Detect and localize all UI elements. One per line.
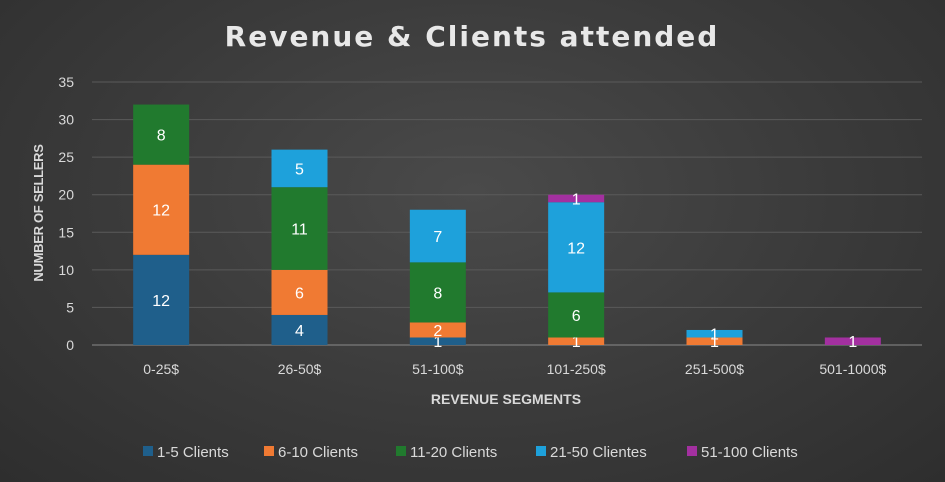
bar-segment: 6 — [548, 292, 605, 338]
bar-segment: 8 — [409, 262, 466, 323]
bar-segment: 1 — [548, 191, 605, 208]
legend-item: 21-50 Clientes — [536, 444, 647, 461]
data-label: 4 — [295, 323, 304, 340]
bar — [133, 254, 190, 345]
legend-swatch — [687, 446, 697, 456]
bar — [271, 269, 328, 315]
x-tick-label: 501-1000$ — [819, 361, 886, 377]
data-label: 2 — [433, 323, 442, 340]
y-tick-label: 35 — [58, 74, 74, 90]
y-tick-label: 5 — [66, 299, 74, 315]
x-tick-label: 251-500$ — [685, 361, 744, 377]
bar — [686, 329, 743, 338]
x-tick-label: 101-250$ — [547, 361, 606, 377]
legend-swatch — [264, 446, 274, 456]
legend-swatch — [396, 446, 406, 456]
x-tick-label: 0-25$ — [143, 361, 179, 377]
x-axis-label: REVENUE SEGMENTS — [431, 391, 581, 407]
data-label: 1 — [710, 334, 719, 351]
legend-swatch — [536, 446, 546, 456]
bar-segment: 1 — [548, 334, 605, 351]
legend-item: 11-20 Clients — [396, 444, 497, 461]
data-label: 1 — [848, 334, 857, 351]
bar — [548, 292, 605, 338]
data-label: 6 — [572, 308, 581, 325]
gridlines — [92, 81, 922, 346]
data-label: 1 — [710, 327, 719, 344]
bar-segment: 8 — [133, 104, 190, 165]
bar-segment: 7 — [409, 209, 466, 263]
x-axis-ticks: 0-25$ 26-50$ 51-100$ 101-250$ 251-500$ 501-10… — [143, 361, 886, 377]
bar — [548, 194, 605, 203]
x-tick-label: 51-100$ — [412, 361, 464, 377]
y-tick-label: 25 — [58, 149, 74, 165]
bar — [271, 314, 328, 345]
y-tick-label: 10 — [58, 262, 74, 278]
legend-label: 51-100 Clients — [701, 444, 798, 461]
bar — [409, 322, 466, 338]
y-tick-label: 30 — [58, 112, 74, 128]
x-tick-label: 26-50$ — [278, 361, 322, 377]
bar-segment: 6 — [271, 269, 328, 315]
bar — [824, 337, 881, 345]
bar-segment: 12 — [133, 164, 190, 255]
legend-swatch — [143, 446, 153, 456]
bar — [409, 337, 466, 345]
bar — [271, 187, 328, 270]
data-label: 12 — [152, 203, 170, 220]
bar — [133, 164, 190, 255]
y-tick-label: 15 — [58, 224, 74, 240]
bar — [548, 337, 605, 345]
bar-segment: 2 — [409, 322, 466, 340]
bar — [548, 202, 605, 293]
legend-label: 11-20 Clients — [410, 444, 497, 461]
bar-segment: 1 — [686, 334, 743, 351]
data-label: 6 — [295, 285, 304, 302]
y-axis-ticks: 0 5 10 15 20 25 30 35 — [58, 74, 74, 353]
y-tick-label: 0 — [66, 337, 74, 353]
data-label: 1 — [572, 334, 581, 351]
legend-item: 1-5 Clients — [143, 444, 229, 461]
bar-segment: 1 — [824, 334, 881, 351]
data-label: 1 — [572, 191, 581, 208]
bar-segment: 1 — [409, 334, 466, 351]
bar-segment: 1 — [686, 327, 743, 344]
y-tick-label: 20 — [58, 187, 74, 203]
legend-label: 6-10 Clients — [278, 444, 358, 461]
bar-segment: 12 — [133, 254, 190, 345]
bar — [686, 337, 743, 345]
bar-segment: 12 — [548, 202, 605, 293]
bar — [409, 262, 466, 323]
y-axis-label: NUMBER OF SELLERS — [31, 144, 46, 282]
bar — [271, 149, 328, 188]
chart-title: Revenue & Clients attended — [225, 20, 720, 53]
data-label: 1 — [433, 334, 442, 351]
data-label: 12 — [567, 240, 585, 257]
legend-label: 1-5 Clients — [157, 444, 229, 461]
data-label: 11 — [291, 222, 308, 239]
legend-label: 21-50 Clientes — [550, 444, 647, 461]
data-label: 8 — [157, 128, 166, 145]
data-label: 7 — [433, 229, 442, 246]
bar — [133, 104, 190, 165]
bar-segment: 11 — [271, 187, 328, 270]
bar-segment: 4 — [271, 314, 328, 345]
legend-item: 6-10 Clients — [264, 444, 358, 461]
bar — [409, 209, 466, 263]
data-label: 8 — [433, 285, 442, 302]
bar-segment: 5 — [271, 149, 328, 188]
legend-item: 51-100 Clients — [687, 444, 798, 461]
data-label: 5 — [295, 161, 304, 178]
data-label: 12 — [152, 293, 170, 310]
legend: 1-5 Clients 6-10 Clients 11-20 Clients 21-5… — [143, 444, 798, 461]
